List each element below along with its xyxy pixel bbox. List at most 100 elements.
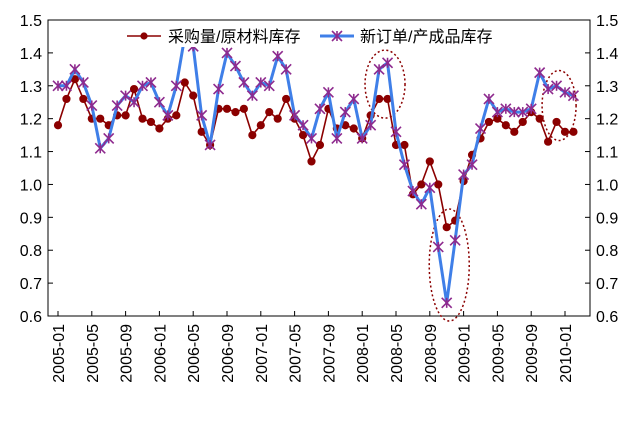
data-point-asterisk bbox=[415, 198, 427, 210]
data-point-asterisk bbox=[525, 103, 537, 115]
y-tick-label-left: 1.3 bbox=[20, 79, 42, 96]
data-point-circle bbox=[222, 104, 232, 113]
data-point-asterisk bbox=[390, 126, 402, 138]
data-point-asterisk bbox=[466, 159, 478, 171]
data-point-asterisk bbox=[331, 132, 343, 144]
legend-marker-circle bbox=[140, 32, 148, 40]
data-point-asterisk bbox=[255, 76, 267, 89]
y-tick-label-left: 1.4 bbox=[20, 46, 42, 63]
series-layer bbox=[52, 30, 580, 309]
y-tick-label-left: 1.1 bbox=[20, 145, 42, 162]
data-point-asterisk bbox=[458, 169, 470, 181]
data-point-circle bbox=[189, 91, 198, 100]
x-tick-label: 2006-01 bbox=[152, 324, 169, 383]
data-point-asterisk bbox=[491, 106, 503, 118]
data-point-asterisk bbox=[263, 80, 275, 92]
data-point-circle bbox=[53, 121, 63, 130]
data-point-asterisk bbox=[381, 57, 394, 69]
data-point-asterisk bbox=[424, 182, 436, 194]
data-point-circle bbox=[560, 127, 570, 136]
data-point-circle bbox=[535, 114, 544, 123]
data-point-asterisk bbox=[474, 122, 487, 135]
data-point-circle bbox=[265, 107, 274, 117]
data-point-circle bbox=[146, 117, 156, 127]
data-point-asterisk bbox=[196, 109, 208, 121]
data-point-circle bbox=[544, 137, 553, 146]
x-tick-label: 2005-05 bbox=[85, 324, 102, 383]
legend-item-2: 新订单/产成品库存 bbox=[318, 23, 503, 47]
data-point-asterisk bbox=[398, 159, 411, 171]
data-point-asterisk bbox=[567, 90, 580, 102]
data-point-asterisk bbox=[508, 106, 520, 118]
highlight-ellipse bbox=[364, 49, 406, 119]
data-point-circle bbox=[400, 140, 409, 150]
data-point-circle bbox=[510, 127, 519, 136]
x-tick-label: 2008-09 bbox=[423, 324, 440, 383]
highlight-ellipse bbox=[541, 69, 577, 142]
data-point-asterisk bbox=[221, 47, 233, 59]
data-point-circle bbox=[434, 180, 443, 189]
y-tick-label-right: 0.6 bbox=[596, 309, 618, 326]
data-point-asterisk bbox=[238, 76, 250, 89]
data-point-asterisk bbox=[542, 83, 554, 95]
y-tick-label-left: 0.9 bbox=[20, 210, 42, 227]
data-point-circle bbox=[172, 111, 181, 120]
highlight-ellipse bbox=[428, 208, 470, 322]
x-tick-label: 2009-01 bbox=[457, 324, 474, 383]
data-point-asterisk bbox=[441, 297, 453, 309]
annotation-layer bbox=[364, 49, 577, 322]
data-point-circle bbox=[417, 180, 426, 189]
data-point-asterisk bbox=[289, 109, 301, 121]
data-point-asterisk bbox=[348, 93, 360, 105]
y-tick-label-right: 0.8 bbox=[596, 243, 618, 260]
legend-label: 采购量/原材料库存 bbox=[168, 28, 300, 46]
x-tick-label: 2006-09 bbox=[220, 324, 237, 383]
x-tick-label: 2008-01 bbox=[355, 324, 372, 383]
y-tick-label-right: 1.3 bbox=[596, 79, 618, 96]
data-point-asterisk bbox=[77, 76, 89, 89]
data-point-circle bbox=[518, 117, 527, 127]
data-point-circle bbox=[282, 94, 291, 104]
y-tick-label-right: 1.2 bbox=[596, 112, 618, 129]
legend-marker-asterisk bbox=[331, 30, 343, 42]
series-2 bbox=[52, 30, 580, 309]
data-point-asterisk bbox=[449, 234, 461, 246]
data-point-asterisk bbox=[322, 86, 334, 98]
data-point-circle bbox=[298, 131, 308, 140]
x-tick-label: 2010-01 bbox=[558, 324, 575, 383]
data-point-asterisk bbox=[120, 90, 132, 102]
data-point-circle bbox=[239, 104, 248, 113]
data-point-asterisk bbox=[86, 99, 98, 112]
data-point-asterisk bbox=[500, 103, 512, 115]
x-tick-label: 2008-05 bbox=[389, 324, 406, 383]
data-point-circle bbox=[273, 114, 282, 123]
x-tick-label: 2009-09 bbox=[524, 324, 541, 383]
data-point-asterisk bbox=[305, 132, 318, 144]
series-line bbox=[58, 34, 574, 305]
y-tick-label-left: 0.8 bbox=[20, 243, 42, 260]
y-tick-label-left: 0.6 bbox=[20, 309, 42, 326]
data-point-asterisk bbox=[483, 93, 495, 105]
data-point-asterisk bbox=[170, 80, 182, 92]
y-tick-label-right: 1.5 bbox=[596, 13, 618, 30]
legend-item-bg bbox=[125, 23, 310, 47]
data-point-circle bbox=[442, 223, 451, 232]
y-tick-label-right: 0.7 bbox=[596, 276, 618, 293]
x-tick-label: 2005-09 bbox=[119, 324, 136, 383]
data-point-asterisk bbox=[314, 103, 326, 115]
data-point-asterisk bbox=[94, 142, 106, 154]
data-point-circle bbox=[129, 84, 139, 94]
data-point-asterisk bbox=[128, 96, 140, 108]
data-point-asterisk bbox=[517, 106, 529, 118]
data-point-circle bbox=[484, 117, 494, 127]
data-point-circle bbox=[248, 131, 257, 140]
y-tick-label-right: 0.9 bbox=[596, 210, 618, 227]
data-point-asterisk bbox=[212, 83, 225, 95]
data-point-circle bbox=[138, 114, 147, 123]
data-point-circle bbox=[307, 157, 316, 166]
data-point-circle bbox=[552, 117, 561, 127]
data-point-asterisk bbox=[407, 185, 419, 197]
data-point-asterisk bbox=[103, 132, 115, 144]
x-tick-label: 2009-05 bbox=[490, 324, 507, 383]
